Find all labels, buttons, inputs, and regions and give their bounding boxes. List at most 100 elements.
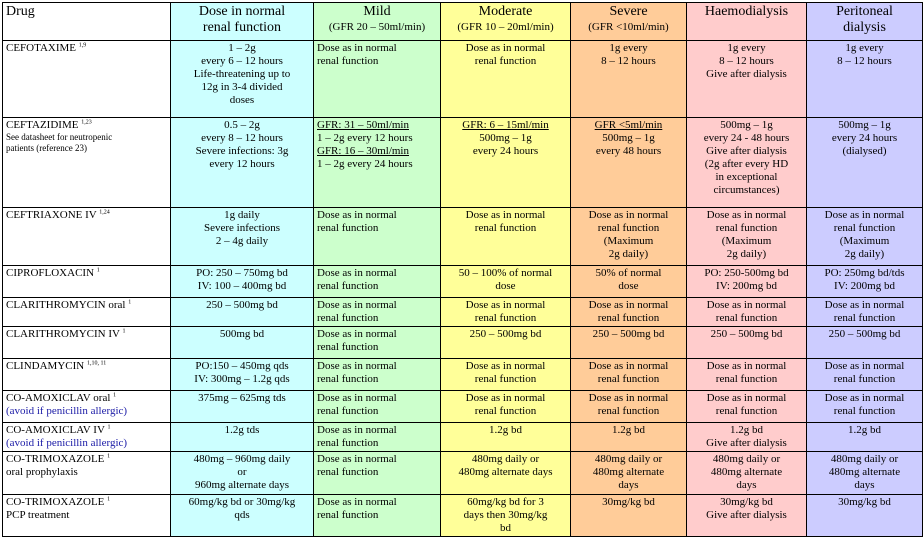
drug-name: CIPROFLOXACIN 1	[6, 267, 100, 279]
mild-dose: Dose as in normal renal function	[313, 40, 441, 118]
dose-line: 2g daily)	[726, 248, 767, 260]
dose-line: renal function	[317, 280, 379, 292]
table-row: CLARITHROMYCIN IV 1 500mg bd Dose as in no…	[2, 326, 923, 359]
dose-line: renal function	[317, 405, 379, 417]
dose-line: every 12 hours	[209, 158, 275, 170]
normal-function-dose: 250 – 500mg bd	[170, 297, 314, 327]
peritoneal-dialysis-dose: 480mg daily or 480mg alternate days	[806, 451, 923, 495]
dose-line: Dose as in normal	[706, 392, 787, 404]
dose-line: 60mg/kg bd for 3	[467, 496, 544, 508]
dose-line: renal function	[317, 55, 379, 67]
peritoneal-dialysis-dose: Dose as in normal renal function	[806, 358, 923, 391]
haemodialysis-dose: 480mg daily or 480mg alternate days	[686, 451, 807, 495]
severe-dose: Dose as in normal renal function	[570, 390, 687, 423]
normal-function-dose: 1 – 2g every 6 – 12 hours Life-threatening…	[170, 40, 314, 118]
dose-line: bd	[500, 522, 511, 534]
dose-line: 1.2g bd	[848, 424, 881, 436]
normal-function-dose: PO:150 – 450mg qds IV: 300mg – 1.2g qds	[170, 358, 314, 391]
haemodialysis-dose: PO: 250-500mg bd IV: 200mg bd	[686, 265, 807, 298]
dose-line: (Maximum	[721, 235, 772, 247]
dose-line: qds	[234, 509, 250, 521]
dose-line: 8 – 12 hours	[719, 55, 774, 67]
dose-line: renal function	[597, 373, 660, 385]
haemodialysis-dose: 1.2g bd Give after dialysis	[686, 422, 807, 452]
moderate-dose: 1.2g bd	[440, 422, 571, 452]
dose-line: every 24 - 48 hours	[703, 132, 790, 144]
header-normal-function: Dose in normal renal function	[170, 2, 314, 41]
moderate-dose: Dose as in normal renal function	[440, 358, 571, 391]
dose-line: GFR: 16 – 30ml/min	[317, 145, 409, 157]
peritoneal-dialysis-dose: 1.2g bd	[806, 422, 923, 452]
dose-line: 50% of normal	[595, 267, 662, 279]
dose-line: 50 – 100% of normal	[458, 267, 553, 279]
severe-dose: Dose as in normal renal function (Maximum 2…	[570, 207, 687, 266]
dose-line: renal function	[715, 312, 778, 324]
dose-line: renal function	[317, 222, 379, 234]
dose-line: Dose as in normal	[465, 42, 546, 54]
dose-line: Dose as in normal	[317, 453, 397, 465]
dose-line: GFR: 31 – 50ml/min	[317, 119, 409, 131]
dose-line: Dose as in normal	[824, 360, 905, 372]
drug-name: CEFTRIAXONE IV 1,24	[6, 209, 110, 221]
haemodialysis-dose: Dose as in normal renal function	[686, 358, 807, 391]
dose-line: renal function	[597, 222, 660, 234]
dose-line: 2g daily)	[844, 248, 885, 260]
peritoneal-dialysis-dose: PO: 250mg bd/tds IV: 200mg bd	[806, 265, 923, 298]
drug-name: CLARITHROMYCIN oral 1	[6, 299, 132, 311]
drug-note: See datasheet for neutropenic	[6, 132, 113, 142]
drug-name: CEFTAZIDIME 1,23	[6, 119, 92, 131]
dose-line: renal function	[833, 405, 896, 417]
dose-line: 1.2g bd	[489, 424, 522, 436]
table-row: CO-TRIMOXAZOLE 1 PCP treatment 60mg/kg bd …	[2, 494, 923, 537]
dose-line: every 48 hours	[595, 145, 662, 157]
drug-cell: CO-TRIMOXAZOLE 1 oral prophylaxis	[2, 451, 171, 495]
dose-line: IV: 200mg bd	[834, 280, 895, 292]
dose-line: Dose as in normal	[824, 299, 905, 311]
dose-line: renal function	[833, 373, 896, 385]
table-row: CO-AMOXICLAV oral 1 (avoid if penicillin …	[2, 390, 923, 423]
dose-line: in exceptional	[715, 171, 778, 183]
moderate-dose: 480mg daily or 480mg alternate days	[440, 451, 571, 495]
drug-cell: CEFOTAXIME 1,9	[2, 40, 171, 118]
table-row: CO-TRIMOXAZOLE 1 oral prophylaxis 480mg – …	[2, 451, 923, 495]
dose-line: 1.2g tds	[224, 424, 260, 436]
dose-line: Dose as in normal	[317, 424, 397, 436]
dose-line: Dose as in normal	[317, 42, 397, 54]
severe-dose: GFR <5ml/min 500mg – 1g every 48 hours	[570, 117, 687, 208]
header-severe: Severe (GFR <10ml/min)	[570, 2, 687, 41]
dose-line: Give after dialysis	[706, 437, 787, 449]
normal-function-dose: 480mg – 960mg daily or 960mg alternate day…	[170, 451, 314, 495]
dose-line: Give after dialysis	[706, 145, 787, 157]
table-row: CO-AMOXICLAV IV 1 (avoid if penicillin al…	[2, 422, 923, 452]
dose-line: Dose as in normal	[317, 209, 397, 221]
drug-cell: CO-AMOXICLAV oral 1 (avoid if penicillin …	[2, 390, 171, 423]
dose-line: renal function	[833, 222, 896, 234]
dose-line: (Maximum	[839, 235, 890, 247]
dose-line: IV: 100 – 400mg bd	[197, 280, 287, 292]
dose-line: 250 – 500mg bd	[592, 328, 665, 340]
dose-line: days	[854, 479, 875, 491]
haemodialysis-dose: 30mg/kg bd Give after dialysis	[686, 494, 807, 537]
haemodialysis-dose: Dose as in normal renal function	[686, 390, 807, 423]
dose-line: 480mg alternate	[828, 466, 901, 478]
mild-dose: Dose as in normal renal function	[313, 494, 441, 537]
dose-line: Dose as in normal	[588, 360, 669, 372]
table-row: CEFOTAXIME 1,9 1 – 2g every 6 – 12 hours Li…	[2, 40, 923, 118]
dose-line: Dose as in normal	[824, 209, 905, 221]
dose-line: 60mg/kg bd or 30mg/kg	[188, 496, 296, 508]
dose-line: Dose as in normal	[465, 392, 546, 404]
normal-function-dose: 1.2g tds	[170, 422, 314, 452]
drug-cell: CO-AMOXICLAV IV 1 (avoid if penicillin al…	[2, 422, 171, 452]
severe-dose: 250 – 500mg bd	[570, 326, 687, 359]
dose-line: (dialysed)	[842, 145, 887, 157]
table-row: CEFTRIAXONE IV 1,24 1g daily Severe infect…	[2, 207, 923, 266]
penicillin-allergy-warning: (avoid if penicillin allergic)	[6, 437, 128, 449]
dose-line: GFR: 6 – 15ml/min	[462, 119, 549, 131]
mild-dose: Dose as in normal renal function	[313, 207, 441, 266]
drug-cell: CLARITHROMYCIN IV 1	[2, 326, 171, 359]
haemodialysis-dose: 250 – 500mg bd	[686, 326, 807, 359]
dose-line: renal function	[474, 405, 537, 417]
peritoneal-dialysis-dose: 1g every 8 – 12 hours	[806, 40, 923, 118]
dose-line: Dose as in normal	[706, 360, 787, 372]
